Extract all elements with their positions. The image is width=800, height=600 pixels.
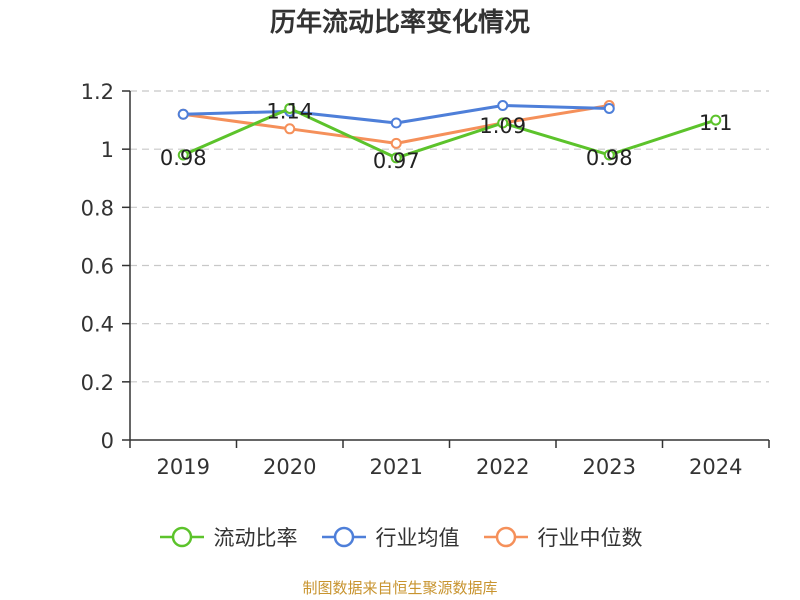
data-label: 1.1 xyxy=(699,111,732,135)
legend: 流动比率 行业均值 行业中位数 xyxy=(0,520,800,554)
x-tick-label: 2021 xyxy=(370,455,423,479)
data-point-0 xyxy=(390,152,402,164)
y-tick-label: 1.2 xyxy=(81,80,114,104)
data-labels: 0.98 1.14 0.97 1.09 0.98 1.1 xyxy=(160,99,733,172)
data-point-0 xyxy=(497,117,509,129)
data-point-1 xyxy=(390,117,402,129)
data-point-0 xyxy=(603,149,615,161)
y-tick-label: 0.4 xyxy=(81,313,114,337)
chart-title: 历年流动比率变化情况 xyxy=(269,8,530,38)
y-tick-label: 0.6 xyxy=(81,255,114,279)
data-label: 0.97 xyxy=(373,149,420,173)
y-tick-label: 0.2 xyxy=(81,371,114,395)
x-tick-label: 2022 xyxy=(476,455,529,479)
data-label: 1.14 xyxy=(266,99,313,123)
x-tick-label: 2024 xyxy=(689,455,742,479)
data-point-2 xyxy=(284,123,296,135)
legend-label: 行业中位数 xyxy=(537,526,643,550)
data-label: 1.09 xyxy=(479,114,526,138)
legend-label: 流动比率 xyxy=(213,526,298,550)
legend-label: 行业均值 xyxy=(375,526,460,550)
source-note: 制图数据来自恒生聚源数据库 xyxy=(302,579,498,597)
data-point-0 xyxy=(710,114,722,126)
data-point-0 xyxy=(284,102,296,114)
legend-item[interactable]: 行业中位数 xyxy=(482,522,643,552)
x-tick-label: 2019 xyxy=(157,455,210,479)
axes: 0 0.2 0.4 0.6 0.8 1 1.2 2019 2020 2021 2022 2023 202… xyxy=(81,80,770,479)
y-tick-label: 0.8 xyxy=(81,196,114,220)
x-tick-label: 2020 xyxy=(263,455,316,479)
data-point-2 xyxy=(390,137,402,149)
series-line-0 xyxy=(182,106,717,160)
legend-marker xyxy=(159,526,204,548)
series-lines xyxy=(177,100,722,164)
gridlines xyxy=(130,90,769,383)
legend-marker xyxy=(483,526,528,548)
legend-item[interactable]: 行业均值 xyxy=(320,522,460,552)
data-point-1 xyxy=(177,108,189,120)
legend-marker xyxy=(321,526,366,548)
data-point-1 xyxy=(497,100,509,112)
x-tick-label: 2023 xyxy=(583,455,636,479)
data-point-0 xyxy=(177,149,189,161)
legend-item[interactable]: 流动比率 xyxy=(158,522,298,552)
y-tick-label: 0 xyxy=(101,429,114,453)
y-tick-label: 1 xyxy=(101,138,114,162)
data-label: 0.98 xyxy=(160,146,207,170)
data-label: 0.98 xyxy=(586,146,633,170)
data-point-1 xyxy=(603,102,615,114)
